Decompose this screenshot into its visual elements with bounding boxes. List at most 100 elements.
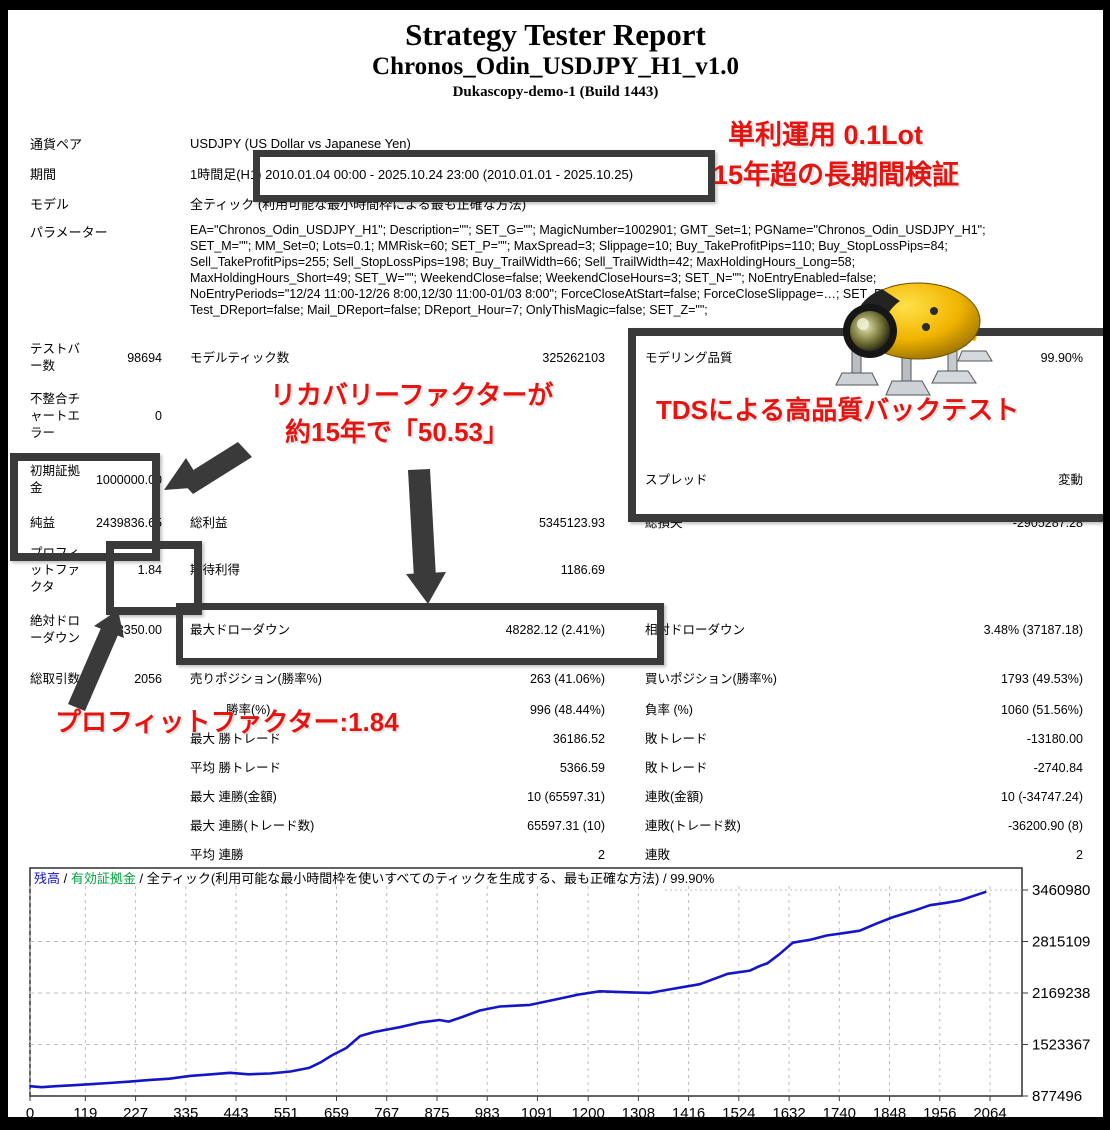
stat-label: 負率 (%)	[645, 703, 693, 717]
stat-value: 5345123.93	[538, 515, 605, 530]
period-highlight-box	[253, 150, 715, 202]
x-tick-label: 227	[123, 1105, 148, 1122]
stat-label: 連敗(トレード数)	[645, 819, 741, 833]
x-tick-label: 1740	[823, 1105, 856, 1122]
stat-label: 総利益	[190, 515, 228, 530]
annotation-tds-backtest: TDSによる高品質バックテスト	[656, 395, 1020, 425]
x-tick-label: 2064	[973, 1105, 1006, 1122]
x-tick-label: 119	[73, 1105, 97, 1122]
table-row: 最大 勝トレード 36186.52 敗トレード -13180.00	[30, 725, 1083, 754]
x-tick-label: 659	[324, 1105, 349, 1122]
statistics-table: テストバー数 98694 モデルティック数 325262103 モデリング品質 99.90…	[30, 336, 1083, 870]
stat-label: 連敗	[645, 848, 671, 862]
y-tick-label: 1523367	[1032, 1037, 1090, 1054]
annotation-profit-factor: プロフィットファクター:1.84	[55, 707, 399, 737]
stat-value: 99.90%	[1040, 350, 1083, 365]
stat-value: 3350.00	[116, 622, 162, 637]
stat-label: 連敗(金額)	[645, 790, 704, 804]
x-tick-label: 1632	[772, 1105, 805, 1122]
period-value: 1時間足(H1) 2010.01.04 00:00 - 2025.10.24 2…	[190, 166, 634, 182]
annotation-recovery-factor-line1: リカバリーファクターが	[270, 380, 554, 410]
table-row: 不整合チャートエラー 0	[30, 380, 1083, 452]
stat-value: 1000000.00	[95, 472, 162, 487]
balance-chart: 0 119 227 335 443 551 659 767 875 983 1091 1200 1308…	[20, 856, 1102, 1122]
y-tick-label: 877496	[1032, 1088, 1082, 1105]
stat-label: 平均 連勝	[190, 848, 244, 862]
table-row: 平均 勝トレード 5366.59 敗トレード -2740.84	[30, 754, 1083, 783]
x-tick-label: 1416	[672, 1105, 705, 1122]
table-row: テストバー数 98694 モデルティック数 325262103 モデリング品質 99.90…	[30, 336, 1083, 380]
period-label: 期間	[30, 166, 57, 182]
x-tick-label: 1200	[571, 1105, 604, 1122]
x-tick-label: 983	[475, 1105, 500, 1122]
stat-value: 263 (41.06%)	[529, 671, 605, 686]
table-row: 通貨ペア USDJPY (US Dollar vs Japanese Yen)	[30, 128, 1085, 158]
stat-value: 65597.31 (10)	[527, 819, 605, 833]
annotation-simple-interest: 単利運用 0.1Lot	[728, 120, 924, 150]
plot-area	[29, 867, 1023, 1097]
stat-label: モデリング品質	[645, 350, 733, 365]
ea-robot-icon	[835, 282, 993, 396]
test-info-table: 通貨ペア USDJPY (US Dollar vs Japanese Yen) …	[30, 128, 1085, 318]
stat-label: スプレッド	[645, 472, 708, 487]
table-row: 最大 連勝(トレード数) 65597.31 (10) 連敗(トレード数) -36200…	[30, 812, 1083, 841]
table-row: 初期証拠金 1000000.00 スプレッド 変動	[30, 455, 1083, 505]
y-tick-label: 2169238	[1032, 985, 1090, 1002]
stat-label: モデルティック数	[190, 350, 290, 365]
x-tick-label: 1956	[923, 1105, 956, 1122]
symbol-label: 通貨ペア	[30, 136, 83, 152]
x-tick-label: 1848	[873, 1105, 906, 1122]
stat-label: 最大 連勝(金額)	[190, 790, 277, 804]
max-drawdown-highlight-box	[176, 603, 664, 665]
server-build-line: Dukascopy-demo-1 (Build 1443)	[452, 84, 659, 100]
table-row: 絶対ドローダウン 3350.00 最大ドローダウン 48282.12 (2.41%) 相…	[30, 602, 1083, 658]
stat-label: 最大ドローダウン	[190, 622, 291, 637]
parameters-value: EA="Chronos_Odin_USDJPY_H1"; Description…	[190, 223, 986, 317]
stat-label: 絶対ドローダウン	[30, 614, 81, 645]
stat-value: 36186.52	[552, 732, 605, 746]
profit-factor-highlight-box	[106, 541, 202, 615]
annotation-recovery-factor-line2: 約15年で「50.53」	[285, 417, 509, 447]
stat-value: 2056	[134, 671, 162, 686]
stat-label: 初期証拠金	[30, 464, 81, 495]
x-tick-label: 875	[424, 1105, 449, 1122]
stat-value: 5366.59	[559, 761, 605, 775]
stat-label: 敗トレード	[645, 732, 708, 746]
x-tick-label: 1308	[622, 1105, 655, 1122]
deposit-profit-highlight-box	[10, 453, 160, 561]
stat-value: 1060 (51.56%)	[1000, 703, 1083, 717]
stat-label: 売りポジション(勝率%)	[190, 671, 322, 686]
stat-label: 平均 勝トレード	[190, 761, 281, 775]
stat-value: -13180.00	[1026, 732, 1083, 746]
table-row: 期間 1時間足(H1) 2010.01.04 00:00 - 2025.10.2…	[30, 158, 1085, 188]
y-tick-label: 3460980	[1032, 882, 1090, 899]
stat-label: 最大 勝トレード	[190, 732, 281, 746]
stat-value: 0	[155, 408, 162, 423]
stat-label: 最大 連勝(トレード数)	[190, 819, 315, 833]
ea-name-title: Chronos_Odin_USDJPY_H1_v1.0	[372, 53, 739, 80]
stat-value: 1186.69	[560, 562, 605, 577]
parameters-label: パラメーター	[30, 225, 108, 240]
stat-value: 3.48% (37187.18)	[983, 622, 1083, 637]
x-tick-label: 767	[374, 1105, 399, 1122]
stat-label: 勝率(%)	[226, 703, 271, 717]
stat-value: 10 (65597.31)	[527, 790, 605, 804]
table-row: 平均 連勝 2 連敗 2	[30, 841, 1083, 870]
stat-label: 不整合チャートエラー	[30, 391, 81, 440]
annotation-long-term-test: 15年超の長期間検証	[713, 160, 960, 190]
x-tick-label: 335	[173, 1105, 198, 1122]
chart-legend: 残高 / 有効証拠金 / 全ティック(利用可能な最小時間枠を使いすべてのティック…	[34, 871, 715, 886]
balance-line	[29, 890, 987, 1089]
stat-value: 48282.12 (2.41%)	[505, 622, 605, 637]
stat-label: 純益	[30, 515, 56, 530]
x-tick-label: 0	[26, 1105, 34, 1122]
table-row: 総取引数 2056 売りポジション(勝率%) 263 (41.06%) 買いポジション(…	[30, 662, 1083, 696]
table-row: パラメーター EA="Chronos_Odin_USDJPY_H1"; Desc…	[30, 222, 1085, 318]
stat-label: 買いポジション(勝率%)	[645, 671, 777, 686]
y-tick-label: 2815109	[1032, 934, 1090, 951]
x-tick-label: 443	[224, 1105, 249, 1122]
stat-value: -36200.90 (8)	[1007, 819, 1083, 833]
x-tick-label: 1091	[521, 1105, 554, 1122]
stat-label: 相対ドローダウン	[645, 622, 746, 637]
